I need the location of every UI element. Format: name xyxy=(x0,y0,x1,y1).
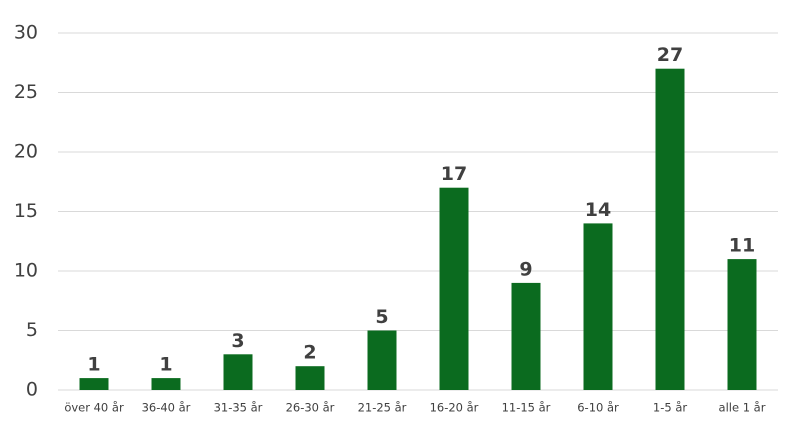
x-tick-label: 21-25 år xyxy=(358,401,407,415)
value-label: 9 xyxy=(519,258,532,280)
x-tick-label: alle 1 år xyxy=(719,401,766,415)
x-tick-label: 16-20 år xyxy=(430,401,479,415)
bar xyxy=(727,259,757,390)
bar xyxy=(367,330,397,390)
value-label: 2 xyxy=(303,342,316,364)
y-tick-label: 5 xyxy=(26,319,38,341)
y-tick-label: 25 xyxy=(14,81,38,103)
y-tick-label: 15 xyxy=(14,200,38,222)
bar xyxy=(151,378,181,390)
y-tick-label: 20 xyxy=(14,141,38,163)
x-tick-label: 36-40 år xyxy=(142,401,191,415)
x-tick-label: 6-10 år xyxy=(577,401,619,415)
bar xyxy=(223,354,253,390)
y-tick-label: 10 xyxy=(14,260,38,282)
x-tick-label: 26-30 år xyxy=(286,401,335,415)
value-label: 27 xyxy=(657,44,683,66)
y-tick-label: 0 xyxy=(26,379,38,401)
bar xyxy=(439,187,469,390)
value-label: 1 xyxy=(87,354,100,376)
value-label: 11 xyxy=(729,235,755,257)
value-label: 1 xyxy=(159,354,172,376)
x-tick-label: 31-35 år xyxy=(214,401,263,415)
x-tick-label: 11-15 år xyxy=(502,401,551,415)
value-label: 3 xyxy=(231,330,244,352)
x-tick-label: över 40 år xyxy=(64,401,124,415)
value-label: 5 xyxy=(375,306,388,328)
x-tick-label: 1-5 år xyxy=(653,401,687,415)
bar xyxy=(655,68,685,390)
bar xyxy=(295,366,325,390)
y-tick-label: 30 xyxy=(14,22,38,44)
bar xyxy=(583,223,613,390)
bar xyxy=(79,378,109,390)
bar xyxy=(511,282,541,390)
value-label: 17 xyxy=(441,163,467,185)
value-label: 14 xyxy=(585,199,611,221)
